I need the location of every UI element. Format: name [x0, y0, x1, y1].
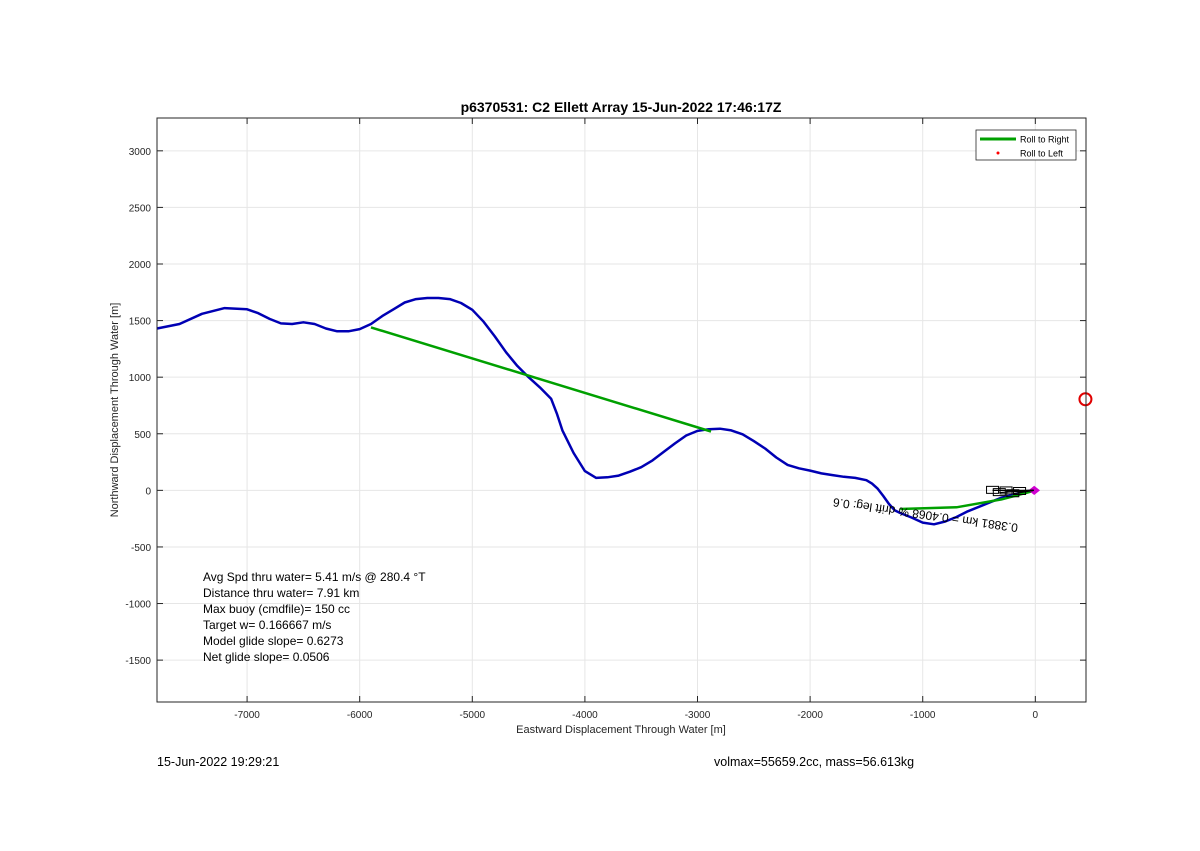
- stats-line: Net glide slope= 0.0506: [203, 650, 330, 664]
- x-tick-label: 0: [1033, 710, 1039, 721]
- x-tick-label: -2000: [797, 710, 823, 721]
- stats-line: Distance thru water= 7.91 km: [203, 586, 359, 600]
- stats-line: Model glide slope= 0.6273: [203, 634, 344, 648]
- plot-area: [156, 117, 1087, 703]
- grid-lines: [157, 118, 1086, 702]
- overlay-layer: [986, 392, 1093, 498]
- y-axis-label: Northward Displacement Through Water [m]: [109, 303, 121, 518]
- heading-arrow-box: [986, 485, 1000, 494]
- legend-label: Roll to Left: [1020, 149, 1064, 159]
- x-tick-label: -7000: [234, 710, 260, 721]
- legend-dot-swatch: [996, 151, 1000, 155]
- stats-line: Target w= 0.166667 m/s: [203, 618, 331, 632]
- stats-line: Max buoy (cmdfile)= 150 cc: [203, 602, 350, 616]
- y-tick-label: 0: [145, 486, 151, 497]
- heading-arrow: [1019, 489, 1034, 493]
- track-line: [156, 296, 1036, 526]
- y-tick-label: 3000: [129, 147, 152, 158]
- heading-arrow-box: [1006, 489, 1020, 498]
- legend-box: [975, 129, 1077, 161]
- footer-timestamp: 15-Jun-2022 19:29:21: [157, 755, 280, 769]
- x-tick-label: -4000: [572, 710, 598, 721]
- y-tick-label: -500: [131, 543, 151, 554]
- x-axis-label: Eastward Displacement Through Water [m]: [516, 724, 726, 736]
- heading-arrow-box: [999, 486, 1013, 495]
- x-tick-label: -5000: [460, 710, 486, 721]
- legend: Roll to Right Roll to Left: [975, 129, 1077, 161]
- y-tick-label: 2500: [129, 203, 152, 214]
- y-tick-label: 1500: [129, 317, 152, 328]
- x-tick-label: -1000: [910, 710, 936, 721]
- y-tick-label: 2000: [129, 260, 152, 271]
- heading-arrow-box: [992, 488, 1006, 497]
- axis-ticks: -7000 -6000 -5000 -4000 -3000 -2000 -1000 0-150…: [125, 118, 1086, 721]
- x-tick-label: -6000: [347, 710, 373, 721]
- y-tick-label: 500: [134, 430, 151, 441]
- stats-line: Avg Spd thru water= 5.41 m/s @ 280.4 °T: [203, 570, 426, 584]
- end-diamond-marker: [1028, 485, 1041, 495]
- y-tick-label: -1000: [125, 600, 151, 611]
- legend-label: Roll to Right: [1020, 135, 1070, 145]
- x-tick-label: -3000: [685, 710, 711, 721]
- heading-arrow-box: [1013, 486, 1027, 495]
- y-tick-label: 1000: [129, 373, 152, 384]
- chart-title: p6370531: C2 Ellett Array 15-Jun-2022 17…: [461, 99, 782, 115]
- target-circle-marker: [1078, 392, 1093, 407]
- stats-text-block: Avg Spd thru water= 5.41 m/s @ 280.4 °T D…: [203, 570, 426, 664]
- footer-volmax-mass: volmax=55659.2cc, mass=56.613kg: [714, 755, 915, 769]
- y-tick-label: -1500: [125, 656, 151, 667]
- roll-right-segment: [370, 326, 712, 433]
